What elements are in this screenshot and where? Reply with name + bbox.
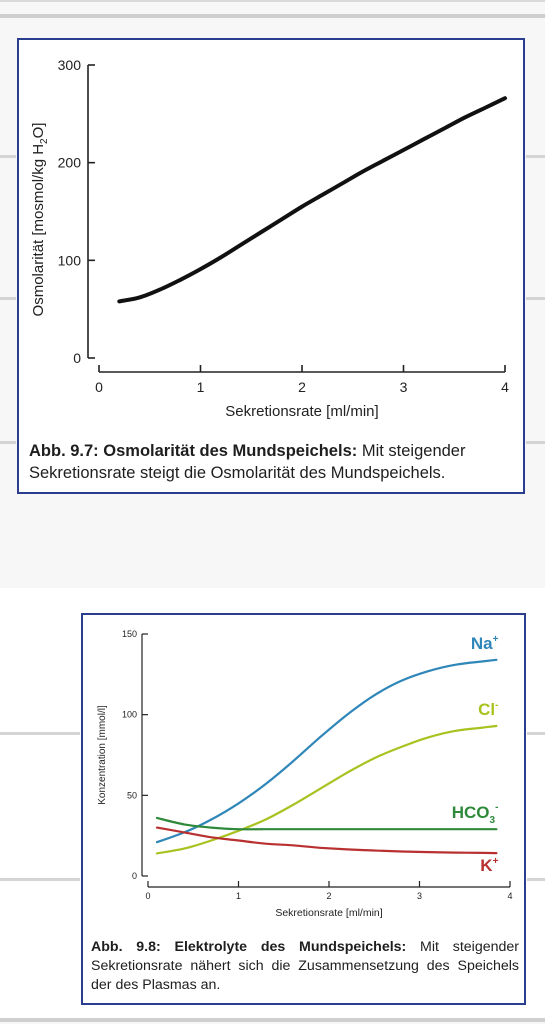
y-tick-label: 100	[122, 710, 137, 720]
y-tick-label: 0	[73, 350, 81, 366]
left-edge-mark	[0, 441, 16, 444]
right-edge-mark	[527, 878, 545, 881]
osmolarity-chart: 0 100 200 300 0 1 2 3 4 Sekretionsrate [ml/min] Os…	[30, 57, 509, 420]
right-edge-mark	[526, 297, 545, 300]
x-tick-label: 1	[236, 891, 241, 901]
left-edge-mark	[0, 297, 16, 300]
y-tick-label: 200	[58, 155, 82, 171]
x-tick-label: 0	[145, 891, 150, 901]
caption-text: Mit steigender Sekretionsrate steigt die…	[29, 442, 466, 482]
bottom-page-divider	[0, 1018, 545, 1022]
series-label: K+	[480, 856, 498, 875]
right-edge-mark	[527, 732, 545, 735]
y-tick-label: 300	[58, 57, 82, 73]
series-label-subscript: 3	[490, 815, 496, 826]
series-line	[155, 658, 498, 844]
series-label: Na+	[471, 634, 499, 653]
figure-caption: Abb. 9.7: Osmolarität des Mundspeichels:…	[29, 440, 517, 484]
x-tick-label: 3	[417, 891, 422, 901]
series-label-main: HCO	[452, 803, 490, 822]
y-axis-label: Konzentration [mmol/l]	[97, 705, 108, 805]
top-page-edge	[0, 0, 545, 2]
left-edge-mark	[0, 155, 16, 158]
x-tick-label: 0	[95, 379, 103, 395]
x-axis-label: Sekretionsrate [ml/min]	[225, 403, 378, 420]
series-label-superscript: -	[495, 802, 498, 813]
x-tick-label: 4	[507, 891, 512, 901]
right-edge-mark	[526, 155, 545, 158]
osmolarity-curve	[117, 96, 507, 304]
x-tick-label: 2	[298, 379, 306, 395]
left-edge-mark	[0, 878, 80, 881]
caption-text: Mit steigender Sekretionsrate nähert sic…	[91, 939, 519, 993]
x-tick-label: 4	[501, 379, 509, 395]
series-label-superscript: -	[495, 700, 498, 711]
y-tick-label: 0	[132, 871, 137, 881]
y-tick-label: 100	[58, 252, 82, 268]
caption-title: Abb. 9.7: Osmolarität des Mundspeichels:	[29, 442, 358, 460]
x-axis-label: Sekretionsrate [ml/min]	[275, 907, 382, 919]
blurred-background-heading	[10, 524, 540, 584]
caption-title: Abb. 9.8: Elektrolyte des Mundspeichels:	[91, 939, 407, 955]
y-tick-label: 50	[127, 790, 137, 800]
x-tick-label: 1	[197, 379, 205, 395]
left-edge-mark	[0, 732, 80, 735]
series-line	[155, 816, 498, 831]
series-label-main: Na	[471, 634, 493, 653]
electrolytes-chart: 0 50 100 150 0 1 2 3 4 Sekretionsrate [ml/min] Kon…	[97, 629, 513, 919]
series-label-superscript: +	[493, 634, 499, 645]
x-tick-label: 3	[400, 379, 408, 395]
right-edge-mark	[526, 441, 545, 444]
series-label-superscript: +	[493, 856, 499, 867]
series-label-main: K	[480, 856, 493, 875]
y-axis-label-subscript: 2	[39, 138, 50, 144]
x-tick-label: 2	[326, 891, 331, 901]
figure-caption: Abb. 9.8: Elektrolyte des Mundspeichels:…	[91, 938, 519, 995]
y-axis-label-end: O]	[30, 123, 47, 139]
series-label: HCO3 -	[452, 802, 499, 826]
series-label-main: Cl	[478, 700, 495, 719]
y-axis-label-main: Osmolarität [mosmol/kg H	[30, 144, 47, 317]
figure-osmolarity: 0 100 200 300 0 1 2 3 4 Sekretionsrate [ml/min] Os…	[17, 38, 525, 494]
y-tick-label: 150	[122, 629, 137, 639]
figure-electrolytes: 0 50 100 150 0 1 2 3 4 Sekretionsrate [ml/min] Kon…	[81, 613, 526, 1005]
series-label: Cl-	[478, 700, 498, 719]
y-axis-label: Osmolarität [mosmol/kg H2O]	[30, 123, 50, 317]
series-line	[155, 724, 498, 855]
series-line	[155, 826, 498, 855]
top-page-divider	[0, 14, 545, 18]
